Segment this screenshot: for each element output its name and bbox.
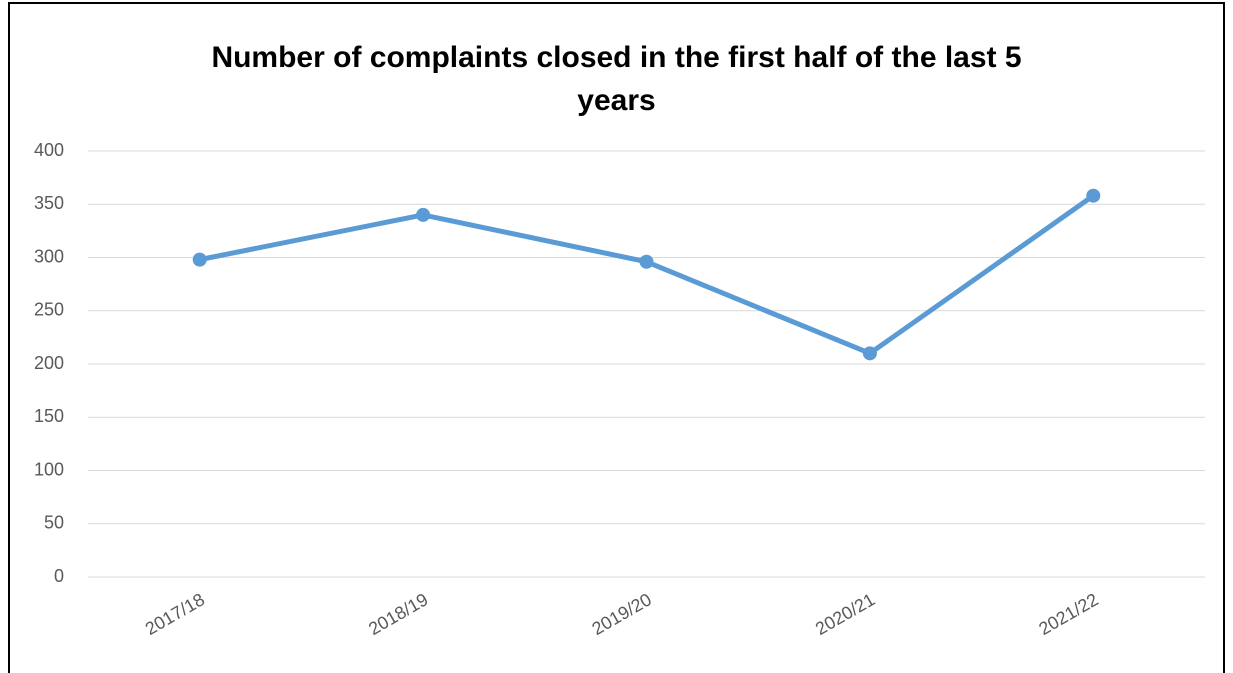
y-tick-label: 0: [54, 566, 64, 586]
point: [1086, 188, 1101, 203]
point: [192, 252, 207, 267]
y-tick-label: 50: [44, 513, 64, 533]
x-tick-label: 2019/20: [589, 589, 655, 639]
x-tick-label: 2018/19: [365, 589, 431, 639]
chart-title: Number of complaints closed in the first…: [211, 41, 1022, 117]
point: [862, 346, 877, 361]
line: [199, 193, 1095, 356]
y-tick-label: 350: [34, 193, 64, 213]
x-tick-label: 2017/18: [142, 589, 208, 639]
y-tick-label: 300: [34, 246, 64, 266]
chart-frame: [8, 2, 1225, 673]
point: [639, 254, 654, 269]
y-tick-label: 400: [34, 140, 64, 160]
x-tick-label: 2020/21: [812, 589, 878, 639]
y-tick-label: 250: [34, 300, 64, 320]
x-tick-label: 2021/22: [1035, 589, 1101, 639]
point: [416, 207, 431, 222]
y-tick-label: 100: [34, 459, 64, 479]
y-tick-label: 150: [34, 406, 64, 426]
y-tick-label: 200: [34, 353, 64, 373]
